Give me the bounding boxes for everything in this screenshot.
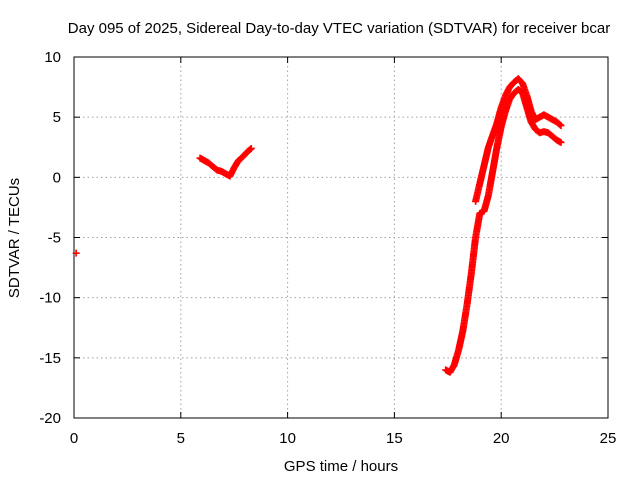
y-tick-label: -5 bbox=[48, 230, 61, 247]
data-point bbox=[557, 122, 565, 130]
x-tick-label: 25 bbox=[600, 430, 617, 447]
data-point bbox=[247, 144, 255, 152]
y-tick-label: 0 bbox=[53, 169, 61, 186]
x-tick-label: 10 bbox=[279, 430, 296, 447]
y-tick-label: -15 bbox=[39, 350, 61, 367]
y-axis-label: SDTVAR / TECUs bbox=[6, 178, 23, 298]
data-point bbox=[72, 249, 80, 257]
x-tick-label: 20 bbox=[493, 430, 510, 447]
x-tick-label: 0 bbox=[70, 430, 78, 447]
chart-title: Day 095 of 2025, Sidereal Day-to-day VTE… bbox=[68, 20, 610, 37]
grid bbox=[74, 57, 608, 418]
y-tick-label: -10 bbox=[39, 290, 61, 307]
x-axis-label: GPS time / hours bbox=[284, 458, 398, 475]
data-points bbox=[72, 75, 565, 376]
y-tick-label: 5 bbox=[53, 109, 61, 126]
x-tick-label: 5 bbox=[177, 430, 185, 447]
data-point bbox=[246, 145, 254, 153]
axis-ticks: 0 5 10 15 20 25 -20 -15 -10 -5 0 5 10 bbox=[39, 49, 616, 447]
x-tick-label: 15 bbox=[386, 430, 403, 447]
y-tick-label: 10 bbox=[44, 49, 61, 66]
y-tick-label: -20 bbox=[39, 410, 61, 427]
data-point bbox=[556, 121, 564, 129]
data-point bbox=[557, 138, 565, 146]
